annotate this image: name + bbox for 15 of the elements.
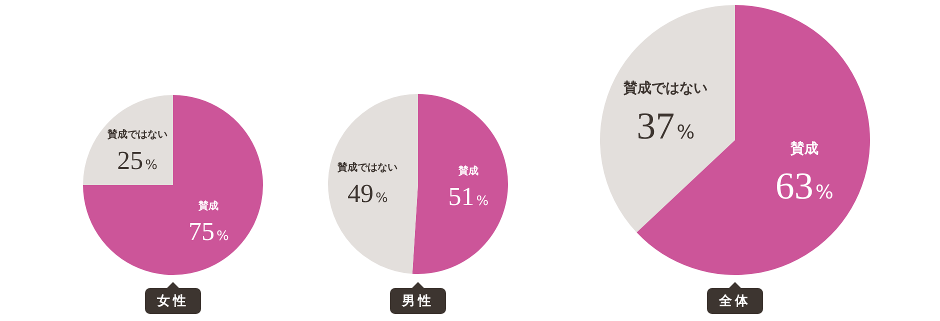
slice-label: 賛成 [198, 200, 219, 212]
data-label: 51% [448, 182, 489, 212]
text: 男性 [390, 288, 446, 314]
slice-label: 賛成ではない [336, 162, 398, 174]
text: 全体 [707, 288, 763, 314]
data-label: 49% [347, 178, 388, 208]
data-label: 25% [117, 146, 158, 175]
slice-label: 賛成 [457, 164, 478, 177]
text: 女性 [145, 288, 201, 314]
data-label: 75% [188, 217, 229, 246]
slice-label: 賛成 [789, 140, 818, 157]
slice-label: 賛成ではない [622, 80, 708, 97]
data-label: 63% [775, 166, 834, 208]
data-label: 37% [636, 105, 695, 148]
slice-label: 賛成ではない [106, 128, 168, 141]
